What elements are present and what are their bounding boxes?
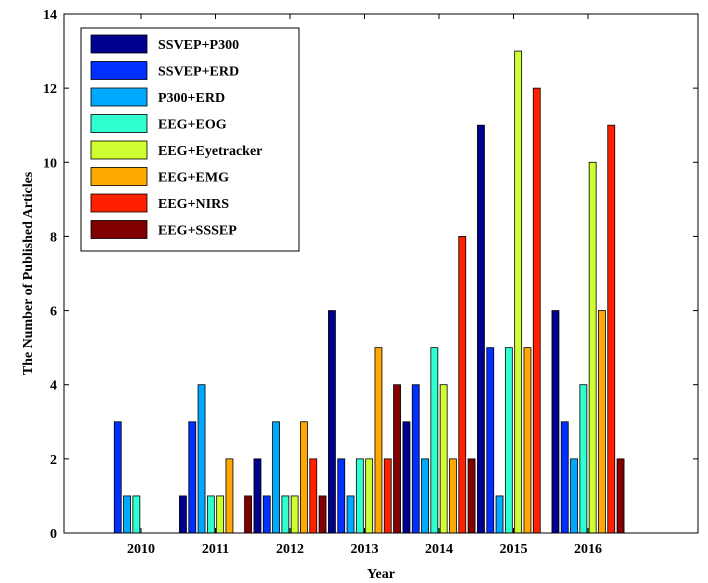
x-axis-title: Year xyxy=(367,567,395,582)
y-tick-label: 12 xyxy=(43,82,57,97)
legend: SSVEP+P300 SSVEP+ERD P300+ERD EEG+EOG EEG+Ey… xyxy=(80,27,300,252)
bar-eeg-emg-2015 xyxy=(523,347,532,534)
bar-ssvep-erd-2014 xyxy=(411,384,420,534)
bar-ssvep-erd-2010 xyxy=(113,421,122,534)
bar-eeg-emg-2016 xyxy=(598,310,606,534)
bar-eeg-sssep-2012 xyxy=(318,495,327,534)
legend-swatch xyxy=(90,220,148,239)
bar-eeg-nirs-2016 xyxy=(607,124,616,534)
legend-swatch xyxy=(90,114,148,133)
bar-ssvep-p300-2011 xyxy=(179,495,187,534)
bar-ssvep-p300-2012 xyxy=(253,458,262,534)
y-tick-label: 2 xyxy=(50,453,57,468)
bar-eeg-sssep-2013 xyxy=(393,384,401,534)
bar-eeg-nirs-2013 xyxy=(383,458,392,534)
y-axis-title: The Number of Published Articles xyxy=(21,171,36,375)
bar-eeg-emg-2011 xyxy=(225,458,234,534)
legend-items: SSVEP+P300 SSVEP+ERD P300+ERD EEG+EOG EEG+Ey… xyxy=(90,34,262,239)
bar-ssvep-erd-2013 xyxy=(337,458,346,534)
y-tick-label: 10 xyxy=(43,156,57,171)
legend-label: SSVEP+ERD xyxy=(158,65,239,80)
bar-eeg-eog-2012 xyxy=(281,495,290,534)
x-tick-label: 2011 xyxy=(202,542,229,557)
bar-p300-erd-2015 xyxy=(495,495,504,534)
bar-p300-erd-2013 xyxy=(346,495,355,534)
legend-label: SSVEP+P300 xyxy=(158,38,239,53)
x-tick-label: 2013 xyxy=(351,542,379,557)
legend-label: EEG+SSSEP xyxy=(158,224,237,239)
bar-ssvep-p300-2013 xyxy=(328,310,336,534)
bar-p300-erd-2010 xyxy=(123,495,131,534)
bar-ssvep-erd-2015 xyxy=(486,347,495,534)
bar-eeg-eog-2015 xyxy=(504,347,513,534)
bar-eeg-sssep-2011 xyxy=(244,495,252,534)
legend-swatch xyxy=(90,193,148,213)
bar-p300-erd-2011 xyxy=(197,384,206,534)
bar-eeg-emg-2013 xyxy=(374,347,383,534)
x-tick-label: 2016 xyxy=(574,542,602,557)
bar-eeg-eyetracker-2013 xyxy=(365,458,374,534)
legend-swatch xyxy=(90,34,148,54)
y-tick-label: 6 xyxy=(50,305,57,320)
bar-eeg-nirs-2014 xyxy=(458,236,467,534)
bar-ssvep-p300-2015 xyxy=(477,124,485,534)
bar-ssvep-erd-2016 xyxy=(560,421,569,534)
bar-p300-erd-2016 xyxy=(570,458,578,534)
bar-ssvep-erd-2012 xyxy=(262,495,271,534)
bar-eeg-eog-2013 xyxy=(355,458,364,534)
legend-label: EEG+EOG xyxy=(158,118,227,133)
legend-swatch xyxy=(90,140,148,160)
bar-p300-erd-2012 xyxy=(272,421,280,534)
x-tick-label: 2010 xyxy=(127,542,155,557)
legend-label: EEG+NIRS xyxy=(158,197,229,212)
bar-ssvep-p300-2014 xyxy=(402,421,411,534)
bars-layer xyxy=(113,50,625,534)
legend-swatch xyxy=(90,61,148,80)
bar-eeg-eog-2010 xyxy=(132,495,141,534)
legend-swatch xyxy=(90,167,148,186)
bar-eeg-eog-2014 xyxy=(430,347,439,534)
y-tick-label: 8 xyxy=(50,230,57,245)
x-tick-label: 2012 xyxy=(276,542,304,557)
bar-eeg-nirs-2012 xyxy=(309,458,318,534)
bar-eeg-eyetracker-2014 xyxy=(439,384,448,534)
bar-eeg-emg-2014 xyxy=(449,458,457,534)
axes-layer: 0 2 4 6 8 10 12 14 2010 2011 2012 2013 2014 2015 2016 xyxy=(43,8,698,557)
bar-eeg-eog-2011 xyxy=(206,495,215,534)
legend-label: EEG+EMG xyxy=(158,171,229,186)
bar-eeg-eog-2016 xyxy=(579,384,588,534)
bar-p300-erd-2014 xyxy=(421,458,429,534)
legend-label: P300+ERD xyxy=(158,91,225,106)
y-tick-label: 14 xyxy=(43,8,57,23)
bar-eeg-emg-2012 xyxy=(300,421,308,534)
bar-eeg-sssep-2014 xyxy=(467,458,476,534)
x-tick-label: 2015 xyxy=(500,542,528,557)
bar-eeg-sssep-2016 xyxy=(616,458,625,534)
plot-area-frame xyxy=(63,13,699,534)
bar-ssvep-erd-2011 xyxy=(188,421,197,534)
bar-eeg-eyetracker-2011 xyxy=(216,495,225,534)
bar-eeg-eyetracker-2012 xyxy=(290,495,299,534)
bar-eeg-eyetracker-2015 xyxy=(514,50,523,534)
x-tick-label: 2014 xyxy=(425,542,453,557)
y-tick-label: 0 xyxy=(50,527,57,542)
legend-swatch xyxy=(90,87,148,107)
legend-label: EEG+Eyetracker xyxy=(158,144,262,159)
bar-eeg-eyetracker-2016 xyxy=(588,161,597,534)
bar-eeg-nirs-2015 xyxy=(532,87,541,534)
bar-ssvep-p300-2016 xyxy=(551,310,560,534)
y-tick-label: 4 xyxy=(50,379,57,394)
